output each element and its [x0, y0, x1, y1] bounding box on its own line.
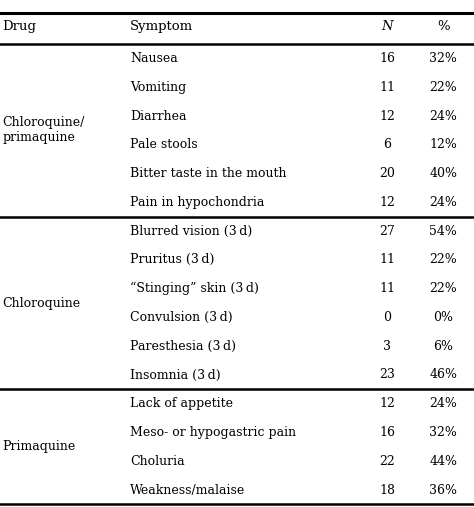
Text: Chloroquine: Chloroquine — [2, 297, 81, 310]
Text: Vomiting: Vomiting — [130, 81, 187, 94]
Text: 24%: 24% — [429, 110, 457, 123]
Text: Diarrhea: Diarrhea — [130, 110, 187, 123]
Text: Symptom: Symptom — [130, 20, 193, 33]
Text: 20: 20 — [380, 167, 395, 180]
Text: Pruritus (3 d): Pruritus (3 d) — [130, 254, 215, 266]
Text: 3: 3 — [383, 340, 392, 353]
Text: 54%: 54% — [429, 225, 457, 238]
Text: 12: 12 — [380, 196, 395, 209]
Text: Blurred vision (3 d): Blurred vision (3 d) — [130, 225, 253, 238]
Text: 6: 6 — [383, 138, 392, 151]
Text: Insomnia (3 d): Insomnia (3 d) — [130, 369, 221, 381]
Text: 44%: 44% — [429, 455, 457, 468]
Text: Drug: Drug — [2, 20, 36, 33]
Text: 22%: 22% — [429, 81, 457, 94]
Text: 12: 12 — [380, 110, 395, 123]
Text: 23: 23 — [380, 369, 395, 381]
Text: 0%: 0% — [433, 311, 453, 324]
Text: 46%: 46% — [429, 369, 457, 381]
Text: Meso- or hypogastric pain: Meso- or hypogastric pain — [130, 426, 296, 439]
Text: Pale stools: Pale stools — [130, 138, 198, 151]
Text: 16: 16 — [380, 52, 395, 65]
Text: Paresthesia (3 d): Paresthesia (3 d) — [130, 340, 237, 353]
Text: 27: 27 — [380, 225, 395, 238]
Text: 12%: 12% — [429, 138, 457, 151]
Text: 22%: 22% — [429, 254, 457, 266]
Text: 22%: 22% — [429, 282, 457, 295]
Text: Choluria: Choluria — [130, 455, 185, 468]
Text: Chloroquine/
primaquine: Chloroquine/ primaquine — [2, 117, 85, 144]
Text: 16: 16 — [380, 426, 395, 439]
Text: Nausea: Nausea — [130, 52, 178, 65]
Text: “Stinging” skin (3 d): “Stinging” skin (3 d) — [130, 282, 259, 295]
Text: 36%: 36% — [429, 484, 457, 496]
Text: 11: 11 — [380, 282, 395, 295]
Text: 0: 0 — [383, 311, 392, 324]
Text: Lack of appetite: Lack of appetite — [130, 397, 233, 410]
Text: Pain in hypochondria: Pain in hypochondria — [130, 196, 264, 209]
Text: 11: 11 — [380, 254, 395, 266]
Text: 32%: 32% — [429, 52, 457, 65]
Text: 12: 12 — [380, 397, 395, 410]
Text: 18: 18 — [380, 484, 395, 496]
Text: 24%: 24% — [429, 397, 457, 410]
Text: Convulsion (3 d): Convulsion (3 d) — [130, 311, 233, 324]
Text: 11: 11 — [380, 81, 395, 94]
Text: 40%: 40% — [429, 167, 457, 180]
Text: Primaquine: Primaquine — [2, 441, 76, 453]
Text: 6%: 6% — [433, 340, 453, 353]
Text: 32%: 32% — [429, 426, 457, 439]
Text: %: % — [437, 20, 449, 33]
Text: N: N — [382, 20, 393, 33]
Text: Weakness/malaise: Weakness/malaise — [130, 484, 246, 496]
Text: Bitter taste in the mouth: Bitter taste in the mouth — [130, 167, 287, 180]
Text: 24%: 24% — [429, 196, 457, 209]
Text: 22: 22 — [380, 455, 395, 468]
